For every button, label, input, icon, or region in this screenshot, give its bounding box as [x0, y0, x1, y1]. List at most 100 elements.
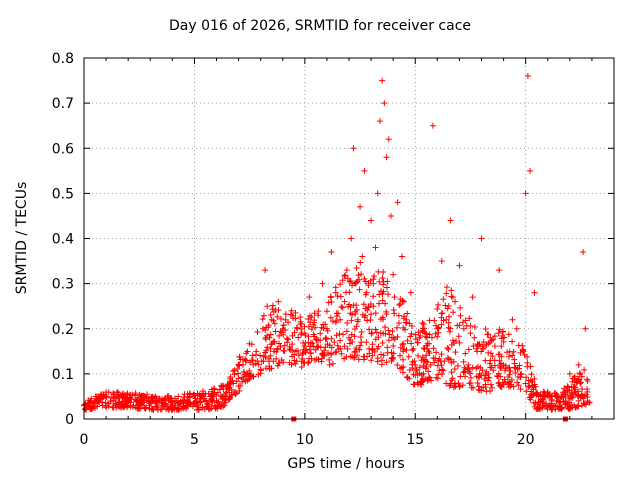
- data-point: [443, 284, 450, 291]
- data-point: [412, 336, 419, 343]
- data-point: [366, 326, 373, 333]
- data-point: [213, 391, 220, 398]
- data-point: [112, 400, 119, 407]
- data-point: [509, 352, 516, 359]
- data-point: [361, 314, 368, 321]
- data-point: [132, 397, 139, 404]
- data-point: [474, 380, 481, 387]
- data-point: [536, 404, 543, 411]
- data-point: [320, 321, 327, 328]
- data-point: [365, 303, 372, 310]
- data-point: [418, 357, 425, 364]
- data-point: [353, 264, 360, 271]
- data-point: [181, 404, 188, 411]
- data-point: [437, 358, 444, 365]
- data-point: [394, 324, 401, 331]
- data-point: [489, 353, 496, 360]
- data-point: [509, 338, 516, 345]
- data-point: [577, 380, 584, 387]
- x-tick-label: 5: [190, 432, 199, 448]
- data-point: [462, 369, 469, 376]
- data-point: [491, 357, 498, 364]
- data-point: [486, 374, 493, 381]
- data-point: [372, 310, 379, 317]
- data-point: [312, 324, 319, 331]
- data-point: [495, 330, 502, 337]
- data-point: [488, 364, 495, 371]
- data-point: [378, 288, 385, 295]
- data-point: [461, 364, 468, 371]
- data-point: [140, 393, 147, 400]
- data-point: [522, 190, 529, 197]
- data-point: [190, 391, 197, 398]
- data-point: [295, 334, 302, 341]
- data-point: [226, 384, 233, 391]
- data-point: [305, 333, 312, 340]
- data-point: [181, 391, 188, 398]
- data-point: [403, 316, 410, 323]
- data-point: [275, 306, 282, 313]
- data-point: [267, 352, 274, 359]
- data-point: [584, 376, 591, 383]
- data-point: [443, 290, 450, 297]
- data-point: [352, 280, 359, 287]
- data-point: [362, 278, 369, 285]
- data-point: [362, 305, 369, 312]
- data-point: [454, 362, 461, 369]
- data-point: [239, 378, 246, 385]
- data-point: [447, 217, 454, 224]
- data-point: [431, 359, 438, 366]
- data-point: [152, 393, 159, 400]
- data-point: [560, 394, 567, 401]
- data-point: [482, 370, 489, 377]
- data-point: [577, 393, 584, 400]
- data-point: [160, 402, 167, 409]
- data-point: [406, 366, 413, 373]
- data-point: [289, 312, 296, 319]
- data-point: [440, 367, 447, 374]
- data-point: [451, 366, 458, 373]
- data-point: [380, 269, 387, 276]
- data-point: [454, 322, 461, 329]
- y-axis-label: SRMTID / TECUs: [14, 181, 30, 295]
- data-point: [286, 359, 293, 366]
- data-point: [124, 403, 131, 410]
- data-point: [516, 365, 523, 372]
- data-point: [299, 355, 306, 362]
- data-point: [425, 348, 432, 355]
- data-point: [87, 397, 94, 404]
- chart-title: Day 016 of 2026, SRMTID for receiver cac…: [169, 18, 471, 34]
- data-point: [236, 353, 243, 360]
- data-point: [423, 363, 430, 370]
- data-point: [302, 339, 309, 346]
- data-point: [497, 373, 504, 380]
- data-point: [253, 348, 260, 355]
- data-point: [498, 343, 505, 350]
- data-point: [510, 348, 517, 355]
- data-point: [335, 310, 342, 317]
- data-point: [120, 393, 127, 400]
- data-point: [220, 393, 227, 400]
- data-point: [446, 328, 453, 335]
- data-point: [184, 397, 191, 404]
- data-point: [410, 371, 417, 378]
- data-point: [328, 249, 335, 256]
- data-point: [357, 259, 364, 266]
- data-point: [354, 352, 361, 359]
- data-point: [579, 386, 586, 393]
- data-point: [289, 346, 296, 353]
- data-point: [438, 351, 445, 358]
- data-point: [419, 319, 426, 326]
- data-point: [518, 370, 525, 377]
- data-point: [318, 355, 325, 362]
- data-point: [326, 356, 333, 363]
- data-point: [505, 331, 512, 338]
- data-point: [302, 349, 309, 356]
- data-point: [571, 388, 578, 395]
- data-point: [491, 333, 498, 340]
- data-point: [360, 301, 367, 308]
- data-point: [434, 325, 441, 332]
- data-point: [284, 339, 291, 346]
- data-point: [230, 368, 237, 374]
- data-point: [395, 312, 402, 319]
